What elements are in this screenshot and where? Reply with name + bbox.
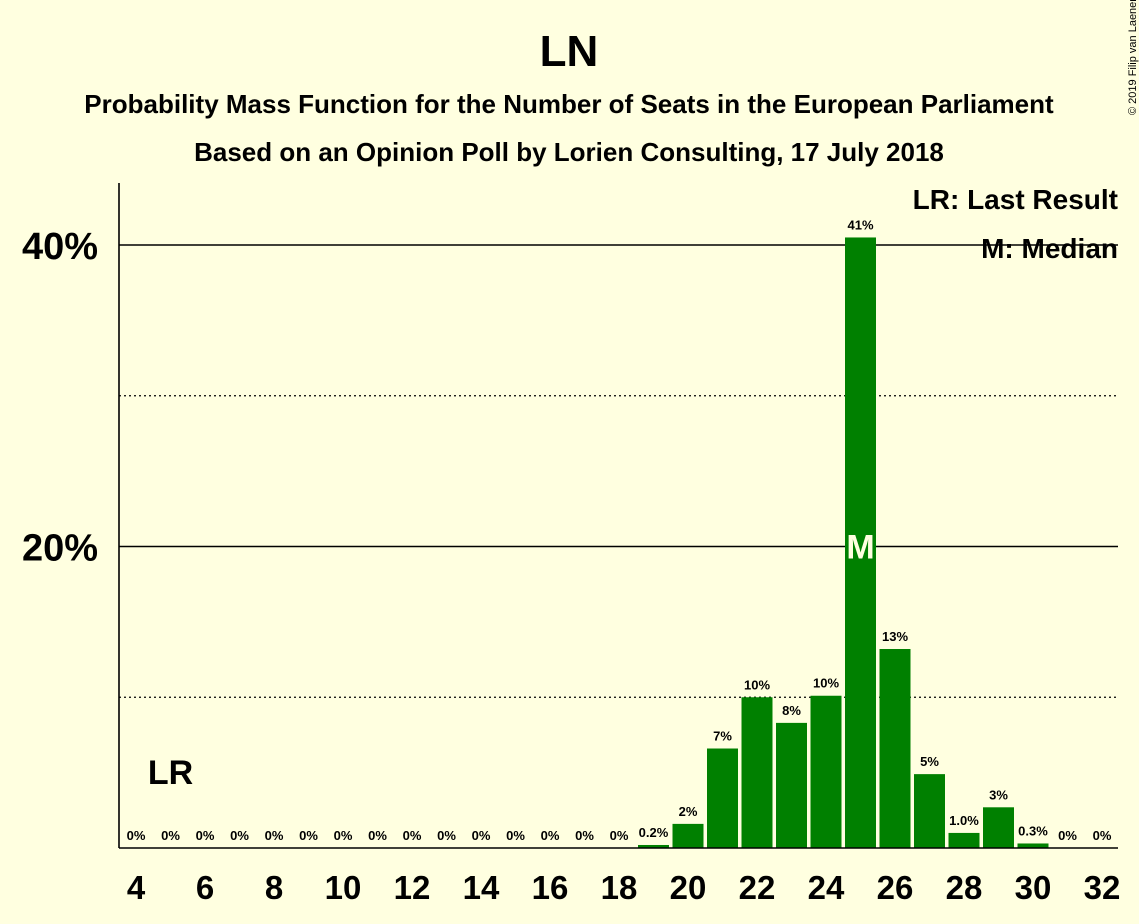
bar-label-11: 0% xyxy=(368,828,387,843)
y-tick-labels: 20% 40% xyxy=(22,226,98,570)
x-tick-labels: 4 6 8 10 12 14 16 18 20 22 24 26 28 30 32 xyxy=(127,869,1121,906)
bar-24 xyxy=(810,695,842,848)
bar-label-22: 10% xyxy=(744,677,770,692)
x-tick-label: 32 xyxy=(1084,869,1121,906)
bar-27 xyxy=(914,774,945,848)
copyright-text: © 2019 Filip van Laenen xyxy=(1127,0,1139,115)
x-tick-label: 8 xyxy=(265,869,283,906)
bar-labels: 0% 0% 0% 0% 0% 0% 0% 0% 0% 0% 0% 0% 0% 0% 0% 0.2% 2% 7% 10… xyxy=(127,217,1112,843)
x-tick-label: 20 xyxy=(670,869,707,906)
x-tick-label: 28 xyxy=(946,869,983,906)
bar-label-9: 0% xyxy=(299,828,318,843)
x-tick-label: 16 xyxy=(532,869,569,906)
bar-26 xyxy=(879,649,911,848)
x-tick-label: 12 xyxy=(394,869,431,906)
chart-subtitle: Probability Mass Function for the Number… xyxy=(84,89,1054,119)
x-tick-label: 26 xyxy=(877,869,914,906)
bar-label-18: 0% xyxy=(610,828,629,843)
bar-label-5: 0% xyxy=(161,828,180,843)
bar-label-29: 3% xyxy=(989,787,1008,802)
bar-label-21: 7% xyxy=(713,729,732,744)
x-tick-label: 14 xyxy=(463,869,500,906)
bar-label-15: 0% xyxy=(506,828,525,843)
bar-label-25: 41% xyxy=(847,217,873,232)
bar-label-23: 8% xyxy=(782,703,801,718)
median-marker: M xyxy=(846,529,874,567)
bar-label-8: 0% xyxy=(265,828,284,843)
bar-label-7: 0% xyxy=(230,828,249,843)
bars xyxy=(638,237,1049,848)
legend-last-result: LR: Last Result xyxy=(913,184,1118,215)
bar-label-12: 0% xyxy=(403,828,422,843)
axes xyxy=(118,183,1118,849)
bar-label-16: 0% xyxy=(541,828,560,843)
bar-label-20: 2% xyxy=(679,804,698,819)
x-tick-label: 18 xyxy=(601,869,638,906)
chart-title: LN xyxy=(540,27,599,76)
x-tick-label: 30 xyxy=(1015,869,1052,906)
bar-29 xyxy=(983,807,1014,848)
legend-median: M: Median xyxy=(981,233,1118,264)
chart-subtitle-2: Based on an Opinion Poll by Lorien Consu… xyxy=(194,137,944,167)
bar-20 xyxy=(672,823,704,848)
bar-label-4: 0% xyxy=(127,828,146,843)
x-tick-label: 4 xyxy=(127,869,146,906)
bar-28 xyxy=(948,832,980,848)
bar-label-28: 1.0% xyxy=(949,813,979,828)
x-tick-label: 22 xyxy=(739,869,776,906)
bar-30 xyxy=(1017,843,1049,848)
bar-label-31: 0% xyxy=(1058,828,1077,843)
x-tick-label: 24 xyxy=(808,869,845,906)
bar-label-10: 0% xyxy=(334,828,353,843)
bar-label-32: 0% xyxy=(1093,828,1112,843)
gridlines xyxy=(119,244,1118,698)
bar-label-6: 0% xyxy=(196,828,215,843)
bar-22 xyxy=(741,697,773,848)
x-tick-label: 6 xyxy=(196,869,214,906)
bar-21 xyxy=(707,748,738,848)
bar-25 xyxy=(845,237,876,848)
bar-label-13: 0% xyxy=(437,828,456,843)
bar-label-19: 0.2% xyxy=(639,825,669,840)
bar-label-27: 5% xyxy=(920,754,939,769)
last-result-marker: LR xyxy=(148,754,193,792)
bar-19 xyxy=(638,844,669,848)
bar-23 xyxy=(776,722,807,848)
bar-label-26: 13% xyxy=(882,629,908,644)
bar-label-30: 0.3% xyxy=(1018,823,1048,838)
bar-label-17: 0% xyxy=(575,828,594,843)
bar-label-14: 0% xyxy=(472,828,491,843)
y-tick-label: 20% xyxy=(22,528,98,570)
y-tick-label: 40% xyxy=(22,226,98,268)
x-tick-label: 10 xyxy=(325,869,362,906)
bar-label-24: 10% xyxy=(813,676,839,691)
